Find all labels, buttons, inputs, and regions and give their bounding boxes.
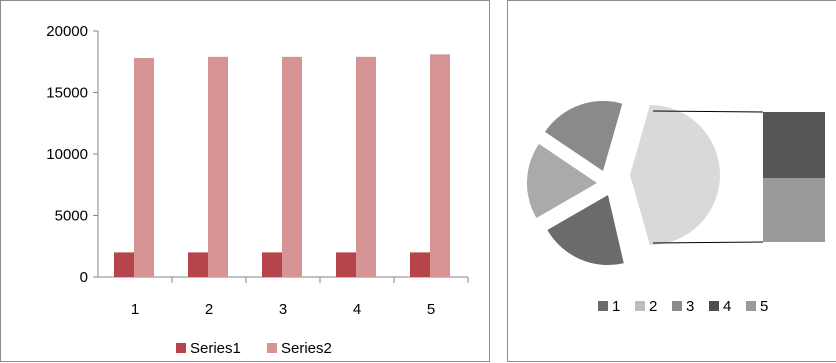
y-tick-label: 0 (80, 269, 88, 286)
y-tick-label: 5000 (55, 208, 88, 225)
bar-series1-3 (262, 252, 282, 277)
pie-chart-panel: 1 2 3 4 5 (507, 0, 836, 362)
pie-of-bar-chart: 1 2 3 4 5 (527, 100, 825, 315)
legend-label-3: 3 (686, 298, 694, 315)
y-tick-label: 20000 (46, 23, 88, 40)
x-tick-label: 4 (353, 301, 361, 318)
secondary-bar-segment-4 (763, 112, 825, 178)
bar-series1-1 (114, 252, 134, 277)
connector-line-top (652, 110, 764, 113)
legend-swatch-series2 (267, 343, 277, 353)
legend-label-series1: Series1 (190, 340, 241, 357)
secondary-bar-segment-5 (763, 178, 825, 242)
y-tick-label: 15000 (46, 85, 88, 102)
x-tick-label: 3 (279, 301, 287, 318)
bar-series2-3 (282, 56, 302, 277)
bar-series2-2 (208, 56, 228, 277)
bar-chart: 0 5000 10000 15000 20000 1 2 3 4 5 Series1 Series2 (46, 23, 469, 357)
x-tick-label: 1 (131, 301, 139, 318)
x-tick-label: 5 (427, 301, 435, 318)
connector-line-bottom (652, 241, 764, 244)
legend-label-1: 1 (612, 298, 620, 315)
legend-label-4: 4 (723, 298, 731, 315)
y-tick-label: 10000 (46, 146, 88, 163)
bar-series2-1 (134, 58, 154, 278)
legend-swatch-1 (598, 301, 608, 311)
bar-chart-panel: 0 5000 10000 15000 20000 1 2 3 4 5 Series1 Series2 (0, 0, 490, 362)
bar-series1-5 (410, 252, 430, 277)
bar-series1-2 (188, 252, 208, 277)
legend-swatch-3 (672, 301, 682, 311)
legend-label-2: 2 (649, 298, 657, 315)
legend-swatch-series1 (176, 343, 186, 353)
legend-swatch-5 (746, 301, 756, 311)
legend-label-series2: Series2 (281, 340, 332, 357)
bar-series2-5 (430, 54, 450, 278)
pie-slice-1 (547, 195, 624, 265)
pie-slice-2 (527, 143, 597, 218)
pie-slice-3 (544, 100, 623, 171)
x-tick-label: 2 (205, 301, 213, 318)
pie-slice-main (630, 105, 720, 245)
bar-series1-4 (336, 252, 356, 277)
legend-swatch-2 (635, 301, 645, 311)
legend-label-5: 5 (760, 298, 768, 315)
legend-swatch-4 (709, 301, 719, 311)
bar-series2-4 (356, 56, 376, 277)
